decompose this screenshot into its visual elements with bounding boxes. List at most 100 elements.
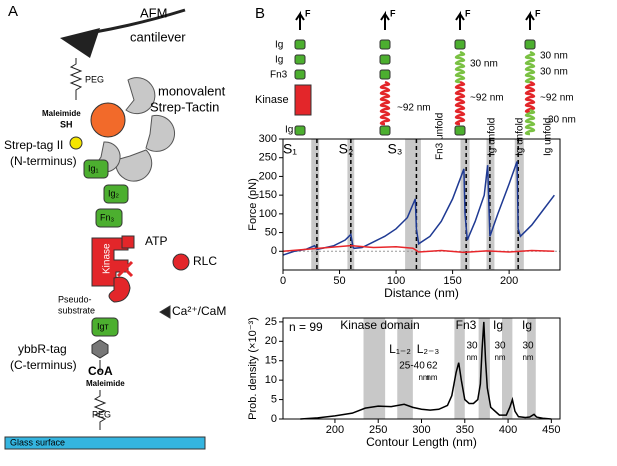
annotation: 25-40: [399, 361, 425, 372]
annotation: L₂₋₃: [417, 342, 440, 356]
annotation: S₃: [387, 141, 402, 157]
panel-b-schematic: B F F F F Ig Ig Fn3 Kinase Ig ~92 nm 30 nm ~92 nm 30 …: [255, 5, 576, 136]
annotation: Ig unfold: [515, 118, 526, 156]
domain: [294, 125, 306, 136]
cross: [116, 260, 134, 278]
panel-label: B: [255, 5, 265, 22]
label: RLC: [193, 254, 217, 268]
y-tick-label: 5: [271, 393, 277, 405]
label: (C-terminus): [10, 358, 77, 372]
label: ~92 nm: [540, 93, 574, 104]
x-axis-label: Contour Length (nm): [366, 435, 477, 449]
label: Pseudo-: [58, 294, 92, 304]
label: Maleimide: [86, 379, 125, 388]
band: [397, 318, 413, 419]
label: 30 nm: [540, 51, 568, 62]
label: Ig₁: [88, 163, 99, 173]
y-tick-label: 200: [259, 170, 277, 182]
band: [363, 318, 386, 419]
y-tick-label: 10: [265, 374, 277, 386]
y-tick-label: 0: [271, 245, 277, 257]
domain: [294, 54, 306, 65]
domain: [379, 125, 391, 136]
panel-label: A: [8, 3, 18, 20]
domains: [83, 159, 190, 359]
annotation: nm: [494, 353, 505, 362]
annotation: L₁₋₂: [389, 342, 411, 356]
label: ~92 nm: [470, 93, 504, 104]
label: PEG: [92, 409, 111, 419]
label: Strep-Tactin: [150, 99, 219, 114]
plot-frame: [282, 138, 561, 271]
spring: [69, 58, 83, 100]
label: 30 nm: [470, 59, 498, 70]
x-axis-label: Distance (nm): [384, 286, 459, 300]
unfolded-chain: [524, 80, 536, 114]
label: Glass surface: [10, 437, 65, 447]
series-line: [282, 161, 555, 256]
force-label: F: [465, 8, 471, 18]
label: (N-terminus): [10, 154, 77, 168]
annotation: Ig: [522, 318, 532, 332]
label: 30 nm: [548, 115, 576, 126]
label: Ca²⁺/CaM: [172, 304, 226, 318]
annotation: Kinase domain: [340, 318, 419, 332]
label: Ig₂: [108, 188, 120, 198]
x-tick-label: 200: [326, 424, 344, 436]
y-tick-label: 25: [265, 316, 277, 328]
label: Ig: [285, 125, 293, 136]
series-line: [300, 321, 552, 420]
domain: [524, 39, 536, 50]
x-tick-label: 300: [412, 424, 430, 436]
label: PEG: [85, 74, 104, 84]
annotation: S₁: [283, 141, 297, 157]
annotation: S₂: [339, 141, 354, 157]
y-axis-label: Force (pN): [247, 178, 259, 231]
x-tick-label: 0: [280, 275, 286, 287]
band: [514, 139, 524, 270]
label: ~92 nm: [397, 103, 431, 114]
unfolded-chain: [524, 108, 536, 136]
x-tick-label: 100: [387, 275, 405, 287]
y-tick-label: 100: [259, 208, 277, 220]
label: monovalent: [158, 83, 226, 98]
annotation: 30: [494, 341, 506, 352]
label: Kinase: [255, 94, 289, 106]
label: Ig: [275, 40, 283, 51]
force-arrow: [380, 10, 390, 30]
series-line: [282, 244, 555, 254]
y-tick-label: 150: [259, 189, 277, 201]
annotation: Ig unfold: [487, 118, 498, 156]
label: SH: [60, 119, 73, 129]
y-axis-label: Prob. density (×10⁻³): [247, 317, 259, 420]
force-label: F: [535, 8, 541, 18]
strep-tactin-core: [90, 102, 126, 138]
force-label: F: [390, 8, 396, 18]
domain: [294, 39, 306, 50]
annotation: nm: [418, 373, 429, 382]
force-arrow: [295, 10, 305, 30]
label: Strep-tag II: [4, 138, 63, 152]
panel-a: A AFMcantileverPEGMaleimideSHmonovalentSt…: [4, 3, 226, 450]
y-tick-label: 15: [265, 355, 277, 367]
x-tick-label: 350: [456, 424, 474, 436]
strep-tag: [69, 136, 83, 150]
annotation: nm: [426, 373, 437, 382]
annotation: 30: [466, 341, 478, 352]
band: [311, 139, 320, 270]
annotation: nm: [522, 353, 533, 362]
label: ybbR-tag: [18, 342, 67, 356]
annotation: Fn3: [456, 318, 477, 332]
unfolded-chain: [524, 50, 536, 84]
domain: [454, 125, 466, 136]
unfolded-chain: [454, 80, 466, 126]
annotation: 30: [522, 341, 534, 352]
x-tick-label: 450: [542, 424, 560, 436]
y-tick-label: 300: [259, 133, 277, 145]
label: CoA: [88, 364, 113, 378]
cantilever-tip: [60, 28, 100, 58]
domain: [379, 39, 391, 50]
spring: [93, 360, 107, 430]
band: [502, 318, 513, 419]
